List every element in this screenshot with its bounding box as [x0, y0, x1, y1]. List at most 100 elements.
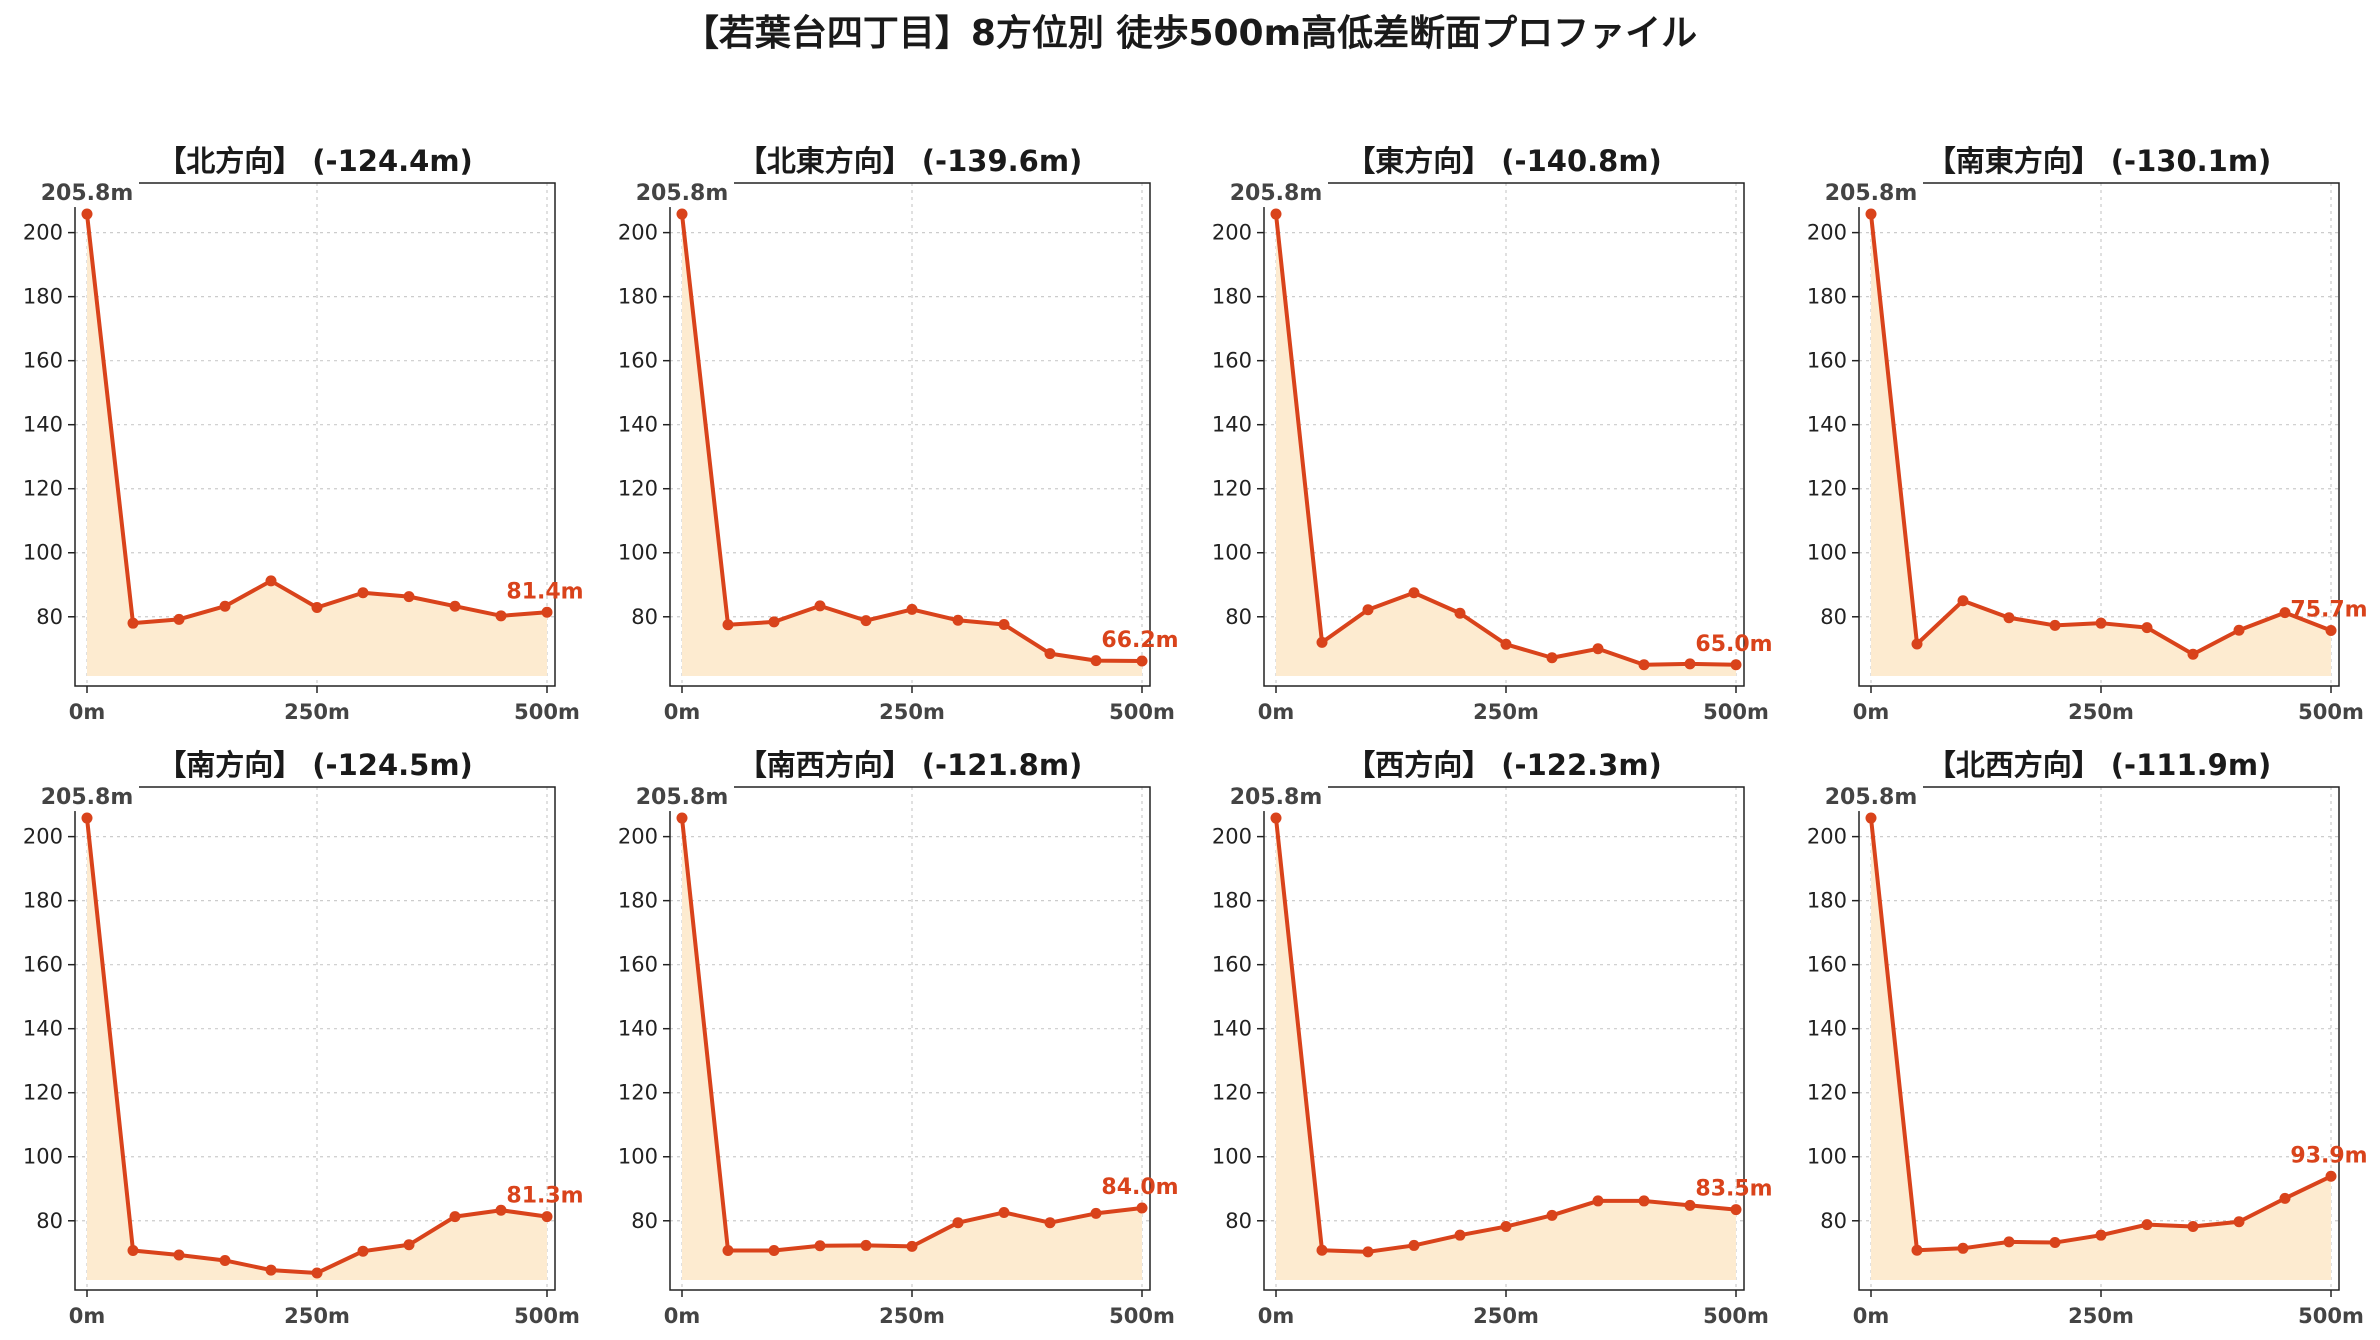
end-label: 66.2m — [1101, 628, 1178, 653]
panel-title: 【東方向】 (-140.8m) — [1346, 144, 1662, 178]
data-point — [952, 614, 964, 626]
y-tick-label: 120 — [618, 1081, 658, 1105]
data-point — [449, 600, 461, 612]
data-point — [173, 1249, 185, 1261]
data-point — [311, 601, 323, 613]
y-tick-label: 80 — [36, 605, 63, 629]
plot-frame — [1858, 786, 2340, 1291]
panel-6: 80 100 120 140 160 180 200 0m 250m 500m 205.8m 84.0… — [618, 744, 1179, 1328]
y-tick-label: 180 — [1212, 889, 1252, 913]
end-label: 93.9m — [2290, 1143, 2367, 1168]
data-point — [1865, 812, 1877, 824]
panel-title-background — [710, 140, 1110, 180]
y-tick-label: 200 — [1807, 825, 1847, 849]
data-point — [1454, 1229, 1466, 1241]
elevation-area — [1276, 818, 1736, 1280]
data-point — [2325, 1170, 2337, 1182]
data-point — [1911, 1244, 1923, 1256]
data-point — [449, 1211, 461, 1223]
panel-title: 【西方向】 (-122.3m) — [1346, 748, 1662, 782]
x-tick-label: 250m — [1473, 1304, 1539, 1328]
data-point — [768, 1245, 780, 1257]
data-point — [1592, 643, 1604, 655]
data-point — [81, 208, 93, 220]
data-point — [357, 587, 369, 599]
x-tick-label: 250m — [2068, 1304, 2134, 1328]
x-tick-label: 0m — [1258, 700, 1295, 724]
data-point — [2049, 619, 2061, 631]
data-point — [265, 1264, 277, 1276]
data-point — [403, 1239, 415, 1251]
y-tick-label: 160 — [1807, 349, 1847, 373]
data-point — [1684, 658, 1696, 670]
data-point — [1316, 636, 1328, 648]
data-point — [1957, 595, 1969, 607]
y-tick-label: 180 — [618, 285, 658, 309]
data-point — [1090, 1207, 1102, 1219]
y-tick-label: 120 — [1807, 1081, 1847, 1105]
y-tick-label: 160 — [23, 349, 63, 373]
y-tick-label: 180 — [1807, 889, 1847, 913]
x-tick-label: 0m — [1853, 700, 1890, 724]
data-point — [860, 615, 872, 627]
data-point — [2325, 625, 2337, 637]
data-point — [768, 616, 780, 628]
panel-title-background — [1899, 744, 2299, 784]
y-tick-label: 200 — [1807, 221, 1847, 245]
y-tick-label: 140 — [618, 413, 658, 437]
y-tick-label: 200 — [23, 221, 63, 245]
y-tick-label: 100 — [1807, 541, 1847, 565]
y-tick-label: 180 — [23, 889, 63, 913]
data-point — [1730, 659, 1742, 671]
y-tick-label: 140 — [1212, 1017, 1252, 1041]
elevation-line — [1869, 212, 2333, 657]
plot-frame — [1858, 182, 2340, 687]
data-point — [1362, 1246, 1374, 1258]
data-point — [1957, 1242, 1969, 1254]
y-tick-label: 100 — [23, 541, 63, 565]
panel-8: 80 100 120 140 160 180 200 0m 250m 500m 205.8m 93.9… — [1807, 744, 2368, 1328]
y-tick-label: 120 — [1807, 477, 1847, 501]
data-point — [860, 1239, 872, 1251]
data-point — [1408, 587, 1420, 599]
x-tick-label: 250m — [1473, 700, 1539, 724]
data-point — [1362, 604, 1374, 616]
y-tick-label: 160 — [618, 349, 658, 373]
y-tick-label: 140 — [23, 1017, 63, 1041]
y-tick-label: 80 — [1820, 605, 1847, 629]
data-point — [2187, 1221, 2199, 1233]
x-tick-label: 250m — [2068, 700, 2134, 724]
x-tick-label: 0m — [69, 1304, 106, 1328]
data-point — [1638, 1195, 1650, 1207]
y-tick-label: 160 — [1212, 349, 1252, 373]
elevation-area — [682, 818, 1142, 1280]
x-tick-label: 500m — [2298, 700, 2364, 724]
x-tick-label: 500m — [2298, 1304, 2364, 1328]
data-point — [998, 618, 1010, 630]
start-label-background — [1819, 781, 1923, 812]
plot-frame — [669, 182, 1151, 687]
data-point — [1044, 648, 1056, 660]
data-point — [1730, 1204, 1742, 1216]
panel-3: 80 100 120 140 160 180 200 0m 250m 500m 205.8m 65.0… — [1212, 140, 1773, 724]
data-point — [1316, 1244, 1328, 1256]
y-tick-label: 200 — [618, 825, 658, 849]
data-point — [1044, 1217, 1056, 1229]
panels: 80 100 120 140 160 180 200 0m 250m 500m 205.8m 81.4… — [23, 140, 2368, 1328]
data-point — [2279, 1192, 2291, 1204]
start-label-background — [630, 177, 734, 208]
x-tick-label: 0m — [664, 700, 701, 724]
y-tick-label: 200 — [618, 221, 658, 245]
data-point — [1592, 1195, 1604, 1207]
x-tick-label: 500m — [514, 700, 580, 724]
data-point — [1546, 1209, 1558, 1221]
end-label: 83.5m — [1695, 1177, 1772, 1202]
data-point — [311, 1267, 323, 1279]
y-tick-label: 120 — [1212, 1081, 1252, 1105]
y-tick-label: 200 — [1212, 221, 1252, 245]
data-point — [403, 591, 415, 603]
data-point — [1865, 208, 1877, 220]
data-point — [998, 1206, 1010, 1218]
y-tick-label: 100 — [1212, 541, 1252, 565]
